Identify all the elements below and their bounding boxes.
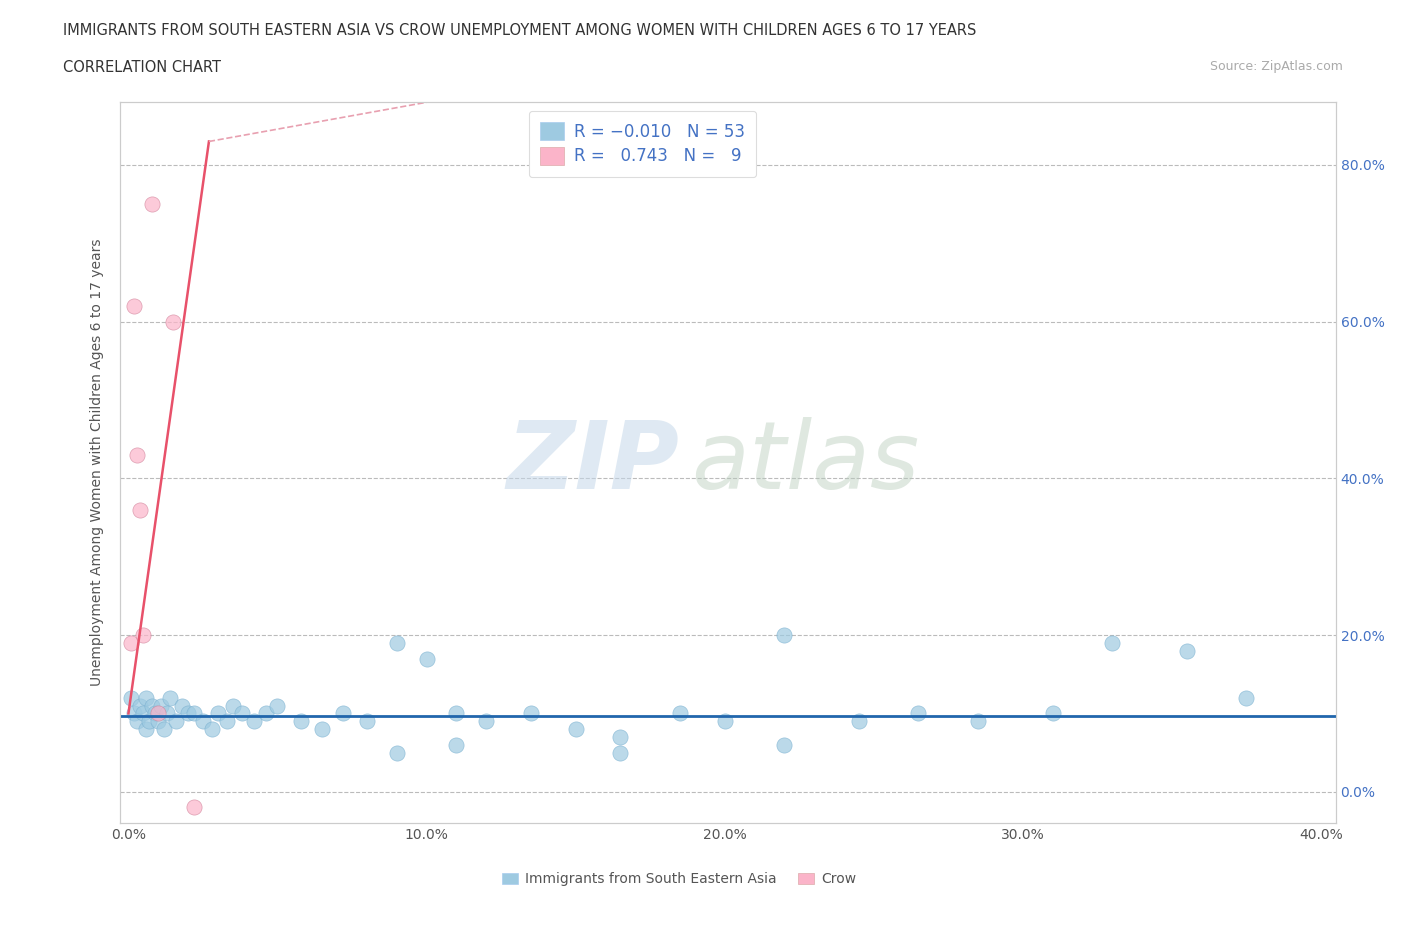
Point xyxy=(159,690,181,705)
Point xyxy=(290,713,312,728)
Point xyxy=(143,706,166,721)
Point xyxy=(1234,690,1257,705)
Text: ZIP: ZIP xyxy=(506,417,679,509)
Point xyxy=(165,713,187,728)
Point xyxy=(127,447,149,462)
Text: atlas: atlas xyxy=(692,418,920,508)
Point xyxy=(135,690,157,705)
Point xyxy=(907,706,929,721)
Point xyxy=(162,314,184,329)
Point xyxy=(138,713,160,728)
Point xyxy=(1042,706,1064,721)
Point xyxy=(356,713,378,728)
Point xyxy=(254,706,277,721)
Point xyxy=(564,722,586,737)
Point xyxy=(135,722,157,737)
Point xyxy=(242,713,264,728)
Point xyxy=(129,502,152,517)
Y-axis label: Unemployment Among Women with Children Ages 6 to 17 years: Unemployment Among Women with Children A… xyxy=(90,239,104,686)
Point xyxy=(773,737,796,752)
Point xyxy=(475,713,498,728)
Point xyxy=(967,713,990,728)
Point xyxy=(141,197,163,212)
Point xyxy=(141,698,163,713)
Text: IMMIGRANTS FROM SOUTH EASTERN ASIA VS CROW UNEMPLOYMENT AMONG WOMEN WITH CHILDRE: IMMIGRANTS FROM SOUTH EASTERN ASIA VS CR… xyxy=(63,23,977,38)
Point xyxy=(191,713,214,728)
Point xyxy=(124,706,146,721)
Point xyxy=(609,745,631,760)
Point xyxy=(222,698,245,713)
Point xyxy=(385,745,408,760)
Point xyxy=(207,706,229,721)
Text: Source: ZipAtlas.com: Source: ZipAtlas.com xyxy=(1209,60,1343,73)
Point xyxy=(183,800,205,815)
Point xyxy=(415,651,437,666)
Point xyxy=(150,698,173,713)
Point xyxy=(446,706,468,721)
Point xyxy=(132,628,155,643)
Point xyxy=(773,628,796,643)
Text: CORRELATION CHART: CORRELATION CHART xyxy=(63,60,221,75)
Point xyxy=(1175,644,1198,658)
Point xyxy=(120,690,142,705)
Point xyxy=(148,713,170,728)
Point xyxy=(172,698,194,713)
Point xyxy=(148,706,170,721)
Point xyxy=(520,706,543,721)
Point xyxy=(848,713,870,728)
Point xyxy=(332,706,354,721)
Point xyxy=(120,635,142,650)
Point xyxy=(215,713,238,728)
Point xyxy=(129,698,152,713)
Point xyxy=(177,706,200,721)
Point xyxy=(385,635,408,650)
Point xyxy=(124,299,146,313)
Point xyxy=(1101,635,1123,650)
Point xyxy=(127,713,149,728)
Point xyxy=(183,706,205,721)
Point xyxy=(446,737,468,752)
Point xyxy=(156,706,179,721)
Point xyxy=(311,722,333,737)
Point xyxy=(713,713,735,728)
Point xyxy=(153,722,176,737)
Point xyxy=(266,698,288,713)
Point xyxy=(231,706,253,721)
Legend: Immigrants from South Eastern Asia, Crow: Immigrants from South Eastern Asia, Crow xyxy=(496,867,862,892)
Point xyxy=(132,706,155,721)
Point xyxy=(201,722,224,737)
Point xyxy=(669,706,692,721)
Point xyxy=(609,729,631,744)
